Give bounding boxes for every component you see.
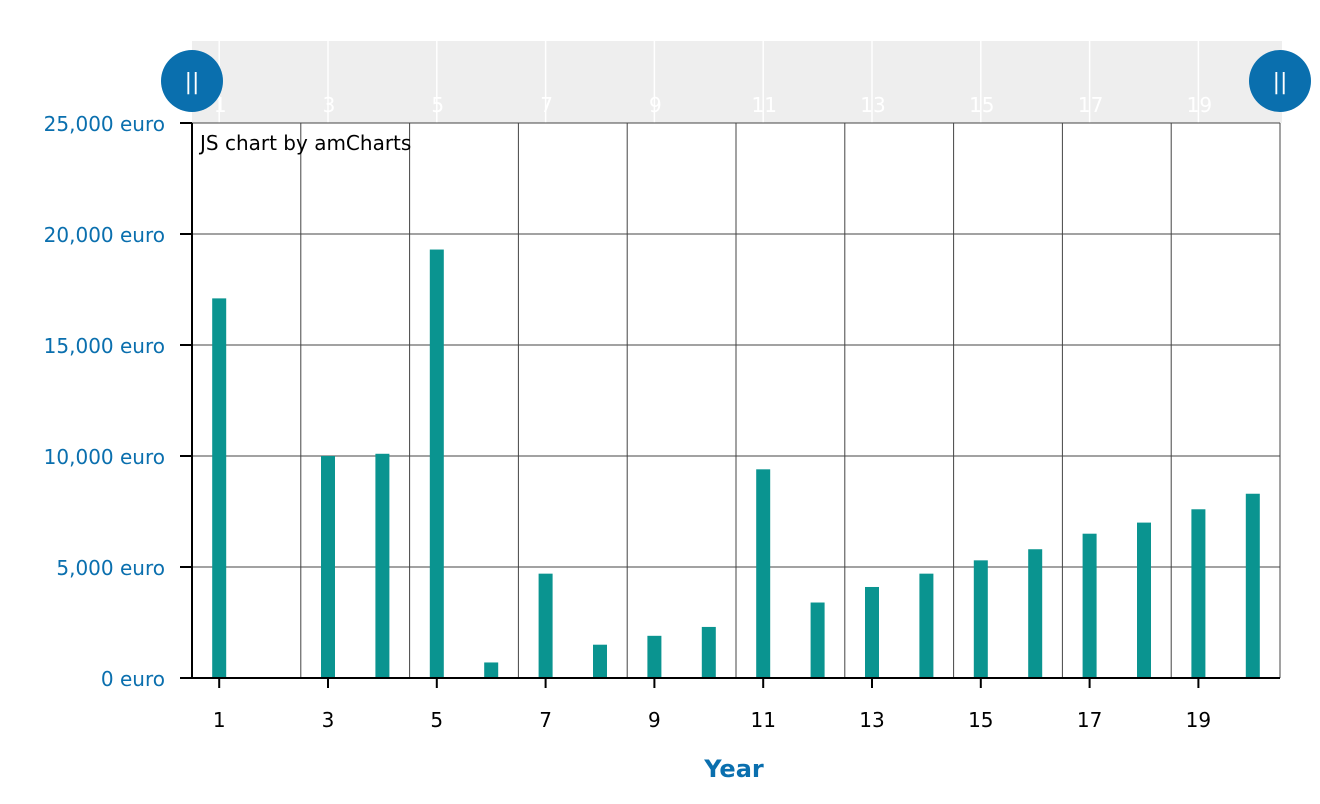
scrollbar-tick-label: 9 (649, 93, 662, 117)
bar-year-8[interactable] (593, 645, 607, 678)
bar-year-7[interactable] (539, 574, 553, 678)
x-tick-label: 3 (322, 708, 335, 732)
x-tick-label: 15 (968, 708, 993, 732)
y-tick-label: 0 euro (101, 667, 165, 691)
bar-year-17[interactable] (1083, 534, 1097, 678)
y-tick-label: 10,000 euro (44, 445, 165, 469)
x-tick-label: 1 (213, 708, 226, 732)
bar-year-16[interactable] (1028, 549, 1042, 678)
x-axis-labels: 135791113151719 (213, 708, 1211, 732)
bar-year-20[interactable] (1246, 494, 1260, 678)
bar-year-11[interactable] (756, 469, 770, 678)
scrollbar-tick-label: 19 (1187, 93, 1212, 117)
scrollbar[interactable]: 135791113151719|||| (161, 41, 1311, 123)
bar-year-13[interactable] (865, 587, 879, 678)
x-tick-label: 5 (430, 708, 443, 732)
x-tick-label: 9 (648, 708, 661, 732)
bar-year-12[interactable] (811, 603, 825, 678)
scrollbar-tick-label: 17 (1078, 93, 1103, 117)
bar-year-4[interactable] (375, 454, 389, 678)
scrollbar-right-handle[interactable]: || (1249, 50, 1311, 112)
scrollbar-tick-label: 11 (751, 93, 776, 117)
scrollbar-left-handle[interactable]: || (161, 50, 223, 112)
x-tick-label: 13 (859, 708, 884, 732)
x-tick-label: 17 (1077, 708, 1102, 732)
bar-year-5[interactable] (430, 250, 444, 678)
grip-lines-icon: || (185, 70, 200, 95)
bar-year-18[interactable] (1137, 523, 1151, 678)
y-tick-label: 5,000 euro (56, 556, 165, 580)
grid (192, 123, 1280, 678)
bar-year-10[interactable] (702, 627, 716, 678)
x-axis-title: Year (703, 755, 764, 783)
credit-text[interactable]: JS chart by amCharts (198, 131, 411, 155)
y-tick-label: 20,000 euro (44, 223, 165, 247)
y-tick-label: 25,000 euro (44, 112, 165, 136)
y-tick-label: 15,000 euro (44, 334, 165, 358)
bar-year-19[interactable] (1191, 509, 1205, 678)
x-tick-label: 7 (539, 708, 552, 732)
scrollbar-tick-label: 3 (323, 93, 336, 117)
scrollbar-tick-label: 5 (431, 93, 444, 117)
bar-year-15[interactable] (974, 560, 988, 678)
grip-lines-icon: || (1273, 70, 1288, 95)
axes (180, 123, 1280, 688)
bar-year-9[interactable] (647, 636, 661, 678)
x-tick-label: 11 (750, 708, 775, 732)
scrollbar-tick-label: 13 (860, 93, 885, 117)
scrollbar-tick-label: 7 (540, 93, 553, 117)
bar-year-14[interactable] (919, 574, 933, 678)
scrollbar-track[interactable] (192, 41, 1282, 123)
scrollbar-tick-label: 15 (969, 93, 994, 117)
y-axis-labels: 0 euro 5,000 euro 10,000 euro 15,000 euro 20… (44, 112, 165, 691)
bar-year-3[interactable] (321, 456, 335, 678)
x-tick-label: 19 (1186, 708, 1211, 732)
bar-year-1[interactable] (212, 298, 226, 678)
bar-year-6[interactable] (484, 662, 498, 678)
